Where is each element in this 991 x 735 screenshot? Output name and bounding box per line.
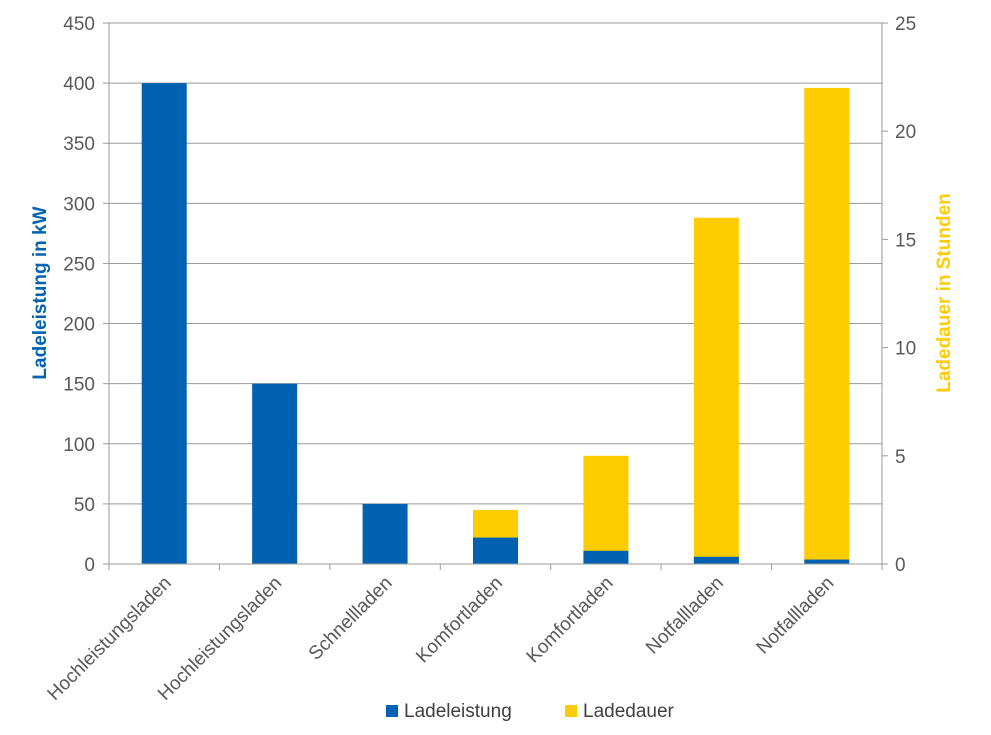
legend-label-ladedauer: Ladedauer	[583, 701, 675, 722]
category-label: Notfallladen	[753, 573, 839, 659]
right-tick-label: 20	[895, 122, 916, 143]
gridlines	[109, 22, 882, 505]
bar-ladeleistung	[583, 550, 629, 564]
ladedauer-bars	[141, 87, 850, 565]
bar-ladeleistung	[141, 83, 187, 564]
left-tick-label: 300	[63, 194, 95, 215]
axes	[108, 23, 883, 570]
category-label: Komfortladen	[523, 573, 618, 668]
legend: Ladeleistung Ladedauer	[386, 701, 675, 722]
legend-swatch-ladedauer	[565, 705, 577, 717]
left-tick-label: 400	[63, 74, 95, 95]
bar-ladeleistung	[804, 559, 850, 564]
legend-label-ladeleistung: Ladeleistung	[404, 701, 512, 722]
left-tick-label: 250	[63, 254, 95, 275]
right-tick-label: 25	[895, 14, 916, 35]
right-tick-label: 0	[895, 555, 906, 576]
category-label: Komfortladen	[412, 573, 507, 668]
right-tick-label: 10	[895, 339, 916, 360]
bar-ladeleistung	[693, 556, 739, 564]
category-label: Hochleistungsladen	[154, 573, 286, 705]
bar-ladedauer	[583, 455, 629, 564]
left-tick-label: 200	[63, 315, 95, 336]
category-label: Notfallladen	[642, 573, 728, 659]
right-axis-title: Ladedauer in Stunden	[934, 193, 955, 393]
left-tick-label: 100	[63, 435, 95, 456]
category-label: Hochleistungsladen	[44, 573, 176, 705]
category-label: Schnellladen	[305, 573, 397, 665]
bar-ladeleistung	[362, 503, 408, 564]
left-tick-label: 350	[63, 134, 95, 155]
left-tick-label: 0	[84, 555, 95, 576]
bar-ladeleistung	[252, 383, 298, 564]
bar-ladedauer	[693, 217, 739, 564]
right-axis-ticks: 0 5 10 15 20 25	[882, 14, 916, 576]
ladeleistung-bars	[141, 83, 850, 564]
right-tick-label: 15	[895, 230, 916, 251]
left-tick-label: 150	[63, 375, 95, 396]
bar-ladeleistung	[473, 537, 518, 564]
left-tick-label: 450	[63, 14, 95, 35]
left-axis-title: Ladeleistung in kW	[30, 206, 51, 379]
left-tick-label: 50	[74, 495, 95, 516]
legend-swatch-ladeleistung	[386, 705, 398, 717]
bar-ladedauer	[804, 87, 850, 565]
left-axis-ticks: 0 50 100 150 200 250 300 350 400 450	[63, 14, 109, 576]
right-tick-label: 5	[895, 447, 906, 468]
